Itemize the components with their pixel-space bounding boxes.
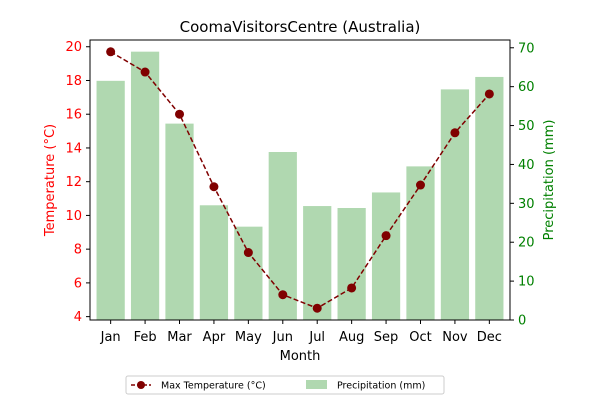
temperature-point-sep bbox=[381, 231, 391, 241]
legend: Max Temperature (°C) Precipitation (mm) bbox=[125, 375, 445, 395]
precipitation-bar-mar bbox=[165, 123, 194, 320]
x-tick-label-mar: Mar bbox=[167, 330, 192, 345]
y-right-tick-label: 10 bbox=[518, 275, 535, 290]
x-tick-label-jun: Jun bbox=[272, 330, 293, 345]
y-left-tick-label: 20 bbox=[65, 40, 82, 55]
precipitation-bar-may bbox=[234, 226, 263, 320]
x-tick-label-apr: Apr bbox=[203, 330, 226, 345]
temperature-point-apr bbox=[209, 182, 219, 192]
y-axis-left: 4 6 8 10 12 14 16 18 20 bbox=[65, 40, 90, 325]
precipitation-bar-sep bbox=[371, 192, 401, 320]
y-axis-left-label: Temperature (°C) bbox=[43, 124, 58, 237]
y-right-tick-label: 60 bbox=[518, 80, 535, 95]
legend-label-precipitation: Precipitation (mm) bbox=[337, 381, 425, 392]
y-right-tick-label: 50 bbox=[518, 119, 535, 134]
x-tick-label-dec: Dec bbox=[477, 330, 502, 345]
x-tick-label-feb: Feb bbox=[134, 330, 157, 345]
x-tick-label-sep: Sep bbox=[374, 330, 399, 345]
y-left-tick-label: 14 bbox=[65, 141, 82, 156]
temperature-point-feb bbox=[140, 67, 150, 77]
legend-bar-swatch bbox=[306, 380, 327, 389]
y-left-tick-label: 6 bbox=[74, 276, 82, 291]
temperature-line bbox=[106, 47, 494, 313]
x-axis-label: Month bbox=[280, 349, 321, 364]
y-right-tick-label: 20 bbox=[518, 236, 535, 251]
precipitation-bar-jul bbox=[303, 206, 332, 320]
precipitation-bar-nov bbox=[440, 89, 470, 320]
y-axis-right: 0 10 20 30 40 50 60 70 bbox=[510, 41, 535, 329]
y-right-tick-label: 30 bbox=[518, 197, 535, 212]
temperature-point-may bbox=[243, 248, 253, 258]
precipitation-bar-oct bbox=[406, 166, 435, 320]
x-tick-label-aug: Aug bbox=[339, 330, 364, 345]
x-axis: Jan Feb Mar Apr May Jun Jul Aug Sep Oct Nov Dec bbox=[100, 320, 502, 345]
y-left-tick-label: 4 bbox=[74, 310, 82, 325]
y-left-tick-label: 16 bbox=[65, 108, 82, 123]
y-left-tick-label: 12 bbox=[65, 175, 82, 190]
y-right-tick-label: 70 bbox=[518, 41, 535, 56]
x-tick-label-oct: Oct bbox=[409, 330, 431, 345]
chart-title: CoomaVisitorsCentre (Australia) bbox=[180, 18, 421, 36]
temperature-series-line bbox=[110, 51, 490, 310]
temperature-point-dec bbox=[484, 89, 494, 99]
x-tick-label-nov: Nov bbox=[442, 330, 468, 345]
precipitation-bar-aug bbox=[337, 208, 366, 320]
temperature-point-jun bbox=[278, 290, 288, 300]
y-left-tick-label: 18 bbox=[65, 74, 82, 89]
temperature-point-mar bbox=[175, 109, 185, 119]
temperature-point-nov bbox=[450, 128, 460, 138]
x-tick-label-may: May bbox=[235, 330, 262, 345]
precipitation-bar-feb bbox=[130, 51, 160, 321]
y-right-tick-label: 0 bbox=[518, 314, 526, 329]
y-right-tick-label: 40 bbox=[518, 158, 535, 173]
temperature-point-aug bbox=[347, 283, 357, 293]
legend-label-temperature: Max Temperature (°C) bbox=[161, 381, 266, 392]
legend-frame bbox=[125, 375, 445, 395]
y-left-tick-label: 8 bbox=[74, 243, 82, 258]
precipitation-bar-apr bbox=[199, 205, 229, 320]
y-axis-right-label: Precipitation (mm) bbox=[542, 120, 557, 241]
legend-marker-swatch bbox=[137, 381, 145, 389]
y-left-tick-label: 10 bbox=[65, 209, 82, 224]
temperature-point-jul bbox=[312, 303, 322, 313]
temperature-point-jan bbox=[106, 47, 116, 57]
plot-frame bbox=[89, 39, 511, 321]
precipitation-bar-dec bbox=[475, 76, 504, 320]
precipitation-bars bbox=[96, 51, 504, 321]
precipitation-bar-jan bbox=[96, 80, 125, 320]
x-tick-label-jul: Jul bbox=[308, 330, 325, 345]
x-tick-label-jan: Jan bbox=[100, 330, 121, 345]
temperature-point-oct bbox=[415, 180, 425, 190]
